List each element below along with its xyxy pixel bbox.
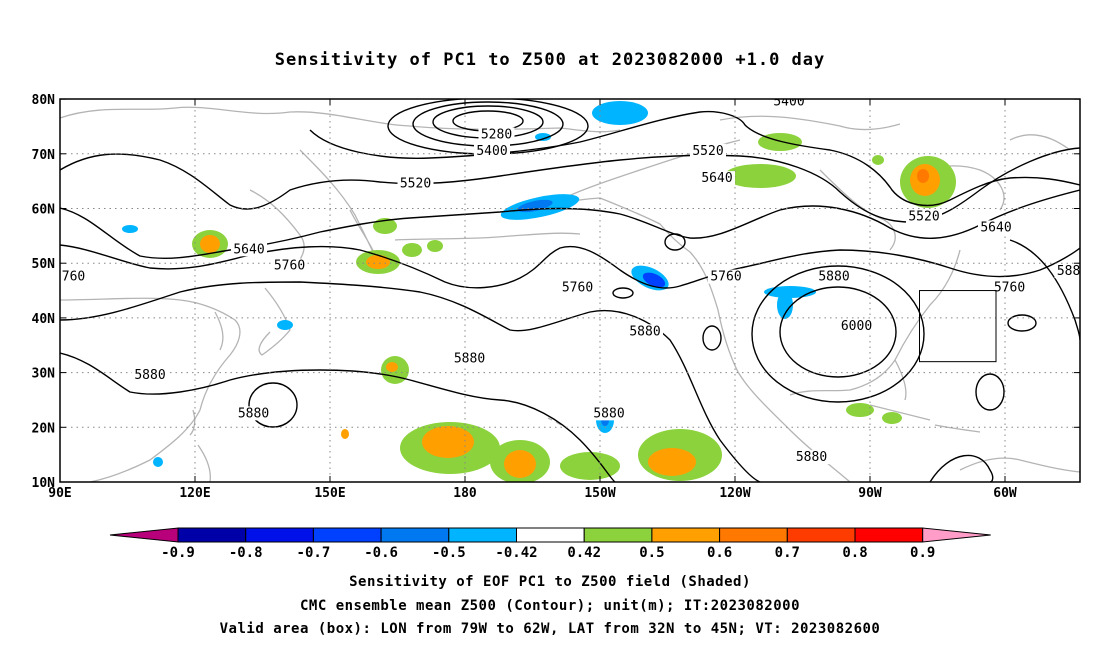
colorbar-swatch <box>516 527 585 543</box>
contour-label: 5640 <box>980 220 1011 235</box>
lon-tick-label: 180 <box>453 486 477 501</box>
colorbar-label: 0.9 <box>910 545 935 561</box>
colorbar-label: 0.6 <box>707 545 732 561</box>
contour-label-halo <box>991 280 1028 295</box>
colorbar-swatch <box>312 527 382 543</box>
contour-label-halo <box>816 269 852 284</box>
contour-label-halo <box>559 280 596 295</box>
contour-label: 5760 <box>274 259 305 274</box>
contour-label: 5640 <box>233 242 264 257</box>
contour-label-halo <box>591 406 627 421</box>
caption-shaded: Sensitivity of EOF PC1 to Z500 field (Sh… <box>349 574 751 590</box>
colorbar-swatch <box>719 527 788 543</box>
colorbar-label: 0.8 <box>842 545 867 561</box>
contour-label-halo <box>474 143 510 158</box>
axis-labels: 90E 120E 150E 180 150W 120W 90W 60W 80N 70N 60N 50N… <box>32 93 1017 501</box>
lat-tick-label: 50N <box>32 257 56 272</box>
lat-tick-label: 70N <box>32 148 56 163</box>
colorbar-label: -0.5 <box>432 545 466 561</box>
contour-label: 5880 <box>454 352 485 367</box>
map-frame <box>59 98 1081 483</box>
contour-label-halo <box>451 351 488 366</box>
contour-label-halo <box>708 269 744 284</box>
colorbar: -0.9 -0.8 -0.7 -0.6 -0.5 -0.42 0.42 0.5 0.6 0.7 0.… <box>109 527 991 561</box>
contour-label-halo <box>271 258 308 273</box>
contour-label-halo <box>690 143 726 158</box>
contour-label: 760 <box>62 270 85 285</box>
contour-label-halo <box>231 242 267 257</box>
colorbar-swatch <box>854 527 924 543</box>
colorbar-swatch <box>583 527 653 543</box>
colorbar-swatch <box>651 527 721 543</box>
colorbar-low-extension <box>109 527 179 543</box>
contour-label: 5400 <box>773 95 804 110</box>
colorbar-high-extension <box>922 527 991 543</box>
contour-label-halo <box>397 176 434 191</box>
contour-label: 5400 <box>476 144 507 159</box>
contour-label-halo <box>132 368 168 383</box>
lon-tick-label: 120W <box>719 486 750 501</box>
caption-valid-area: Valid area (box): LON from 79W to 62W, L… <box>219 621 881 637</box>
contour-label-halo <box>60 269 88 284</box>
colorbar-swatch <box>177 527 247 543</box>
lon-tick-label: 150W <box>584 486 615 501</box>
contour-label: 5760 <box>994 281 1025 296</box>
contour-label: 5880 <box>796 450 827 465</box>
lat-tick-label: 60N <box>32 203 56 218</box>
contour-label-halo <box>235 406 272 421</box>
contour-label-halo <box>699 171 735 186</box>
contour-label: 5520 <box>692 144 723 159</box>
colorbar-label: -0.6 <box>364 545 398 561</box>
contour-label-halo <box>793 450 830 465</box>
colorbar-label: 0.5 <box>639 545 664 561</box>
lon-tick-label: 90E <box>48 486 71 501</box>
colorbar-swatch <box>380 527 450 543</box>
colorbar-label: 0.7 <box>775 545 800 561</box>
lat-tick-label: 10N <box>32 476 56 491</box>
contour-label: 5760 <box>562 281 593 296</box>
contour-label: 5880 <box>1057 264 1088 279</box>
lat-tick-label: 40N <box>32 312 56 327</box>
colorbar-label: -0.9 <box>161 545 195 561</box>
lon-tick-label: 60W <box>993 486 1017 501</box>
lat-tick-label: 80N <box>32 93 56 108</box>
colorbar-label: -0.42 <box>495 545 537 561</box>
lon-tick-label: 120E <box>179 486 210 501</box>
contour-label: 5880 <box>593 406 624 421</box>
colorbar-swatch <box>786 527 856 543</box>
contour-label: 5880 <box>134 368 165 383</box>
contour-label: 5880 <box>818 270 849 285</box>
contour-label: 5280 <box>481 127 512 142</box>
colorbar-swatch <box>245 527 314 543</box>
colorbar-label: 0.42 <box>567 545 601 561</box>
lon-tick-label: 90W <box>858 486 882 501</box>
contour-label-group: 5400 5280 5400 5520 5520 5640 5520 5640 5640 5760… <box>60 95 1088 465</box>
lat-tick-label: 20N <box>32 421 56 436</box>
lon-tick-label: 150E <box>314 486 345 501</box>
contour-label-halo <box>1054 264 1080 279</box>
sensitivity-shading <box>122 101 956 482</box>
contour-label-halo <box>906 209 942 224</box>
contour-label: 5640 <box>701 171 732 186</box>
colorbar-label: -0.7 <box>297 545 331 561</box>
contour-label-halo <box>771 99 807 109</box>
lat-tick-label: 30N <box>32 367 56 382</box>
map-title: Sensitivity of PC1 to Z500 at 2023082000… <box>274 50 826 70</box>
valid-area-box <box>919 290 997 363</box>
contour-label: 5760 <box>710 270 741 285</box>
contour-label: 5520 <box>908 209 939 224</box>
contour-label-halo <box>978 220 1014 235</box>
contour-label: 5520 <box>400 177 431 192</box>
contour-label-halo <box>478 127 515 142</box>
colorbar-label: -0.8 <box>229 545 263 561</box>
contour-label: 5880 <box>629 324 660 339</box>
caption-contour: CMC ensemble mean Z500 (Contour); unit(m… <box>299 598 800 614</box>
contour-label: 6000 <box>841 319 872 334</box>
colorbar-swatch <box>448 527 517 543</box>
axis-ticks <box>59 98 1080 483</box>
contour-label-halo <box>838 318 875 333</box>
contour-label: 5880 <box>238 406 269 421</box>
contour-label-halo <box>627 324 663 339</box>
